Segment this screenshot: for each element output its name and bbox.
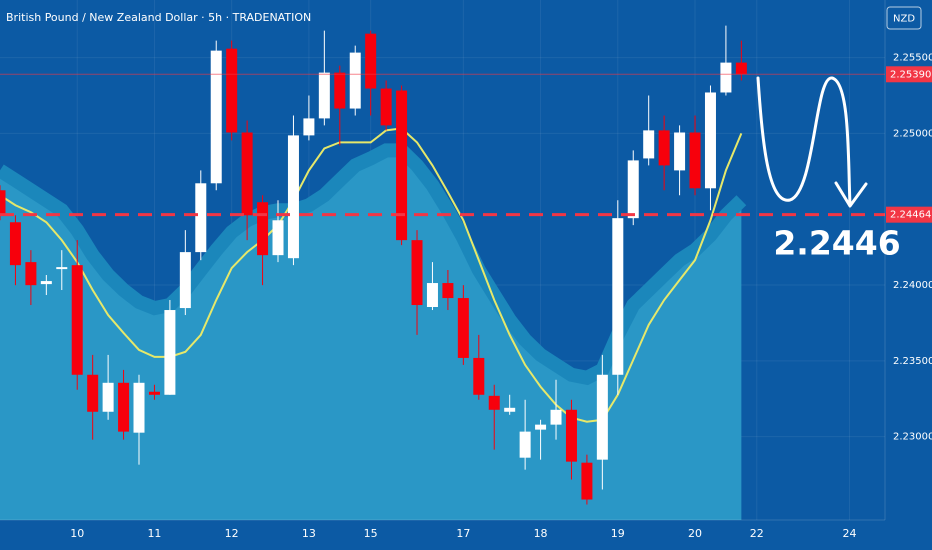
candle-body (164, 310, 176, 395)
candle-body (133, 382, 145, 433)
price-label-box (886, 66, 932, 83)
currency-box (886, 6, 922, 30)
y-tick-label: 2.25000 (893, 128, 932, 139)
candle-body (720, 62, 732, 93)
candle-body (535, 424, 547, 430)
candle-body (488, 395, 500, 410)
candle-body (519, 431, 531, 458)
x-tick-label: 15 (364, 527, 378, 540)
x-tick-label: 13 (302, 527, 316, 540)
x-tick-label: 11 (147, 527, 161, 540)
candle-body (56, 267, 68, 270)
candle-body (689, 132, 701, 189)
x-tick-label: 20 (688, 527, 702, 540)
candle-body (25, 262, 37, 286)
candle-body (658, 130, 670, 166)
candle-body (565, 409, 577, 462)
y-tick-label: 2.24000 (893, 280, 932, 291)
candle-body (643, 130, 655, 159)
candle-body (674, 132, 686, 171)
candle-body (396, 90, 408, 241)
candle-body (612, 218, 624, 375)
x-tick-label: 17 (456, 527, 470, 540)
x-tick-label: 18 (534, 527, 548, 540)
candle-body (303, 118, 315, 136)
y-tick-label: 2.25500 (893, 53, 932, 64)
candle-body (704, 92, 716, 189)
candle-body (473, 357, 485, 395)
candle-body (40, 281, 52, 285)
candle-body (504, 407, 516, 412)
candle-body (442, 283, 454, 299)
candle-body (365, 33, 377, 89)
drawn-arrow (756, 76, 868, 208)
candle-body (380, 88, 392, 126)
annotation: 2.2446 (773, 224, 900, 263)
candle-body (349, 52, 361, 109)
candle-body (195, 183, 207, 253)
candle-body (581, 462, 593, 500)
candle-body (71, 265, 83, 375)
chart-title: British Pound / New Zealand Dollar · 5h … (6, 11, 311, 24)
candle-body (627, 160, 639, 219)
candle-body (334, 72, 346, 109)
candle-body (226, 48, 238, 133)
price-label: 2.25390 (890, 69, 931, 80)
price-label-box (886, 206, 932, 223)
candle-body (148, 391, 160, 395)
candle-body (550, 409, 562, 425)
candle-body (411, 240, 423, 306)
candle-body (735, 62, 747, 75)
currency-label: NZD (893, 14, 915, 25)
price-label: 2.24464 (890, 210, 931, 221)
candle-body (102, 382, 114, 412)
candle-body (287, 135, 299, 259)
candle-body (87, 374, 99, 412)
candle-body (210, 50, 222, 184)
x-tick-label: 19 (611, 527, 625, 540)
candle-body (0, 190, 6, 216)
moving-average (0, 127, 743, 423)
candle-body (596, 374, 608, 460)
candle-body (272, 220, 284, 256)
candle-body (118, 382, 130, 432)
candle-body (9, 222, 21, 266)
price-lines (0, 73, 885, 217)
candle-body (257, 202, 269, 256)
x-tick-label: 24 (842, 527, 856, 540)
x-tick-label: 12 (225, 527, 239, 540)
y-tick-label: 2.23500 (893, 356, 932, 367)
candle-body (457, 298, 469, 358)
candle-body (241, 132, 253, 216)
candle-body (318, 72, 330, 119)
x-tick-label: 22 (750, 527, 764, 540)
candle-body (179, 252, 191, 309)
candle-body (426, 283, 438, 307)
x-tick-label: 10 (70, 527, 84, 540)
y-tick-label: 2.23000 (893, 432, 932, 443)
candles (0, 25, 747, 505)
